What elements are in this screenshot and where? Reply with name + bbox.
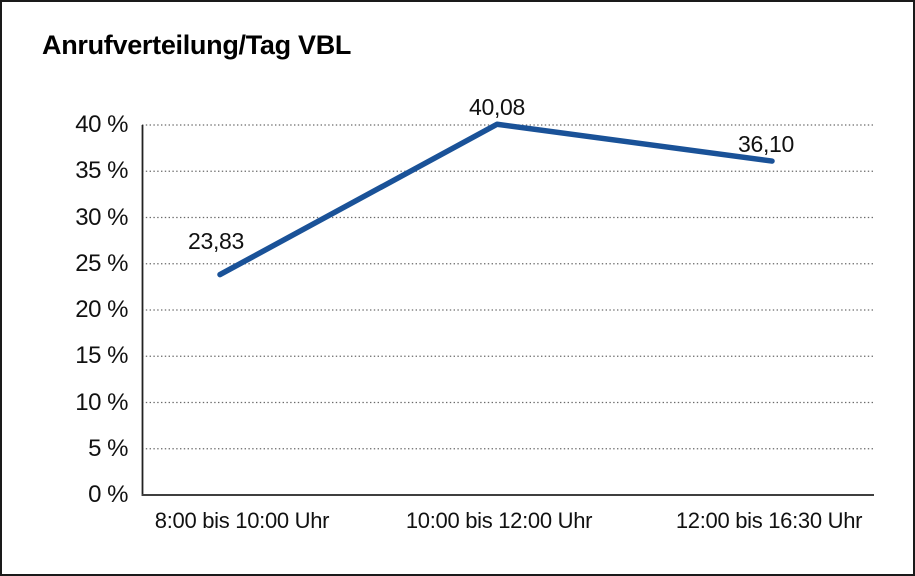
y-tick-label: 20 % xyxy=(75,296,128,323)
y-tick-label: 10 % xyxy=(75,388,128,416)
x-tick-label: 12:00 bis 16:30 Uhr xyxy=(675,508,863,533)
y-tick-label: 40 % xyxy=(75,111,128,138)
chart-title: Anrufverteilung/Tag VBL xyxy=(42,30,352,60)
x-tick-label: 8:00 bis 10:00 Uhr xyxy=(154,508,330,533)
data-point-label: 36,10 xyxy=(737,131,795,157)
y-tick-label: 0 % xyxy=(88,481,128,508)
data-point-label: 40,08 xyxy=(468,94,526,120)
y-tick-label: 25 % xyxy=(75,249,128,277)
y-tick-label: 15 % xyxy=(75,342,128,370)
series-line xyxy=(217,121,775,278)
y-tick-label: 30 % xyxy=(75,203,128,231)
x-tick-label: 10:00 bis 12:00 Uhr xyxy=(405,508,593,533)
data-point-label: 23,83 xyxy=(187,228,245,254)
y-tick-label: 35 % xyxy=(75,157,128,185)
y-tick-label: 5 % xyxy=(88,434,128,462)
